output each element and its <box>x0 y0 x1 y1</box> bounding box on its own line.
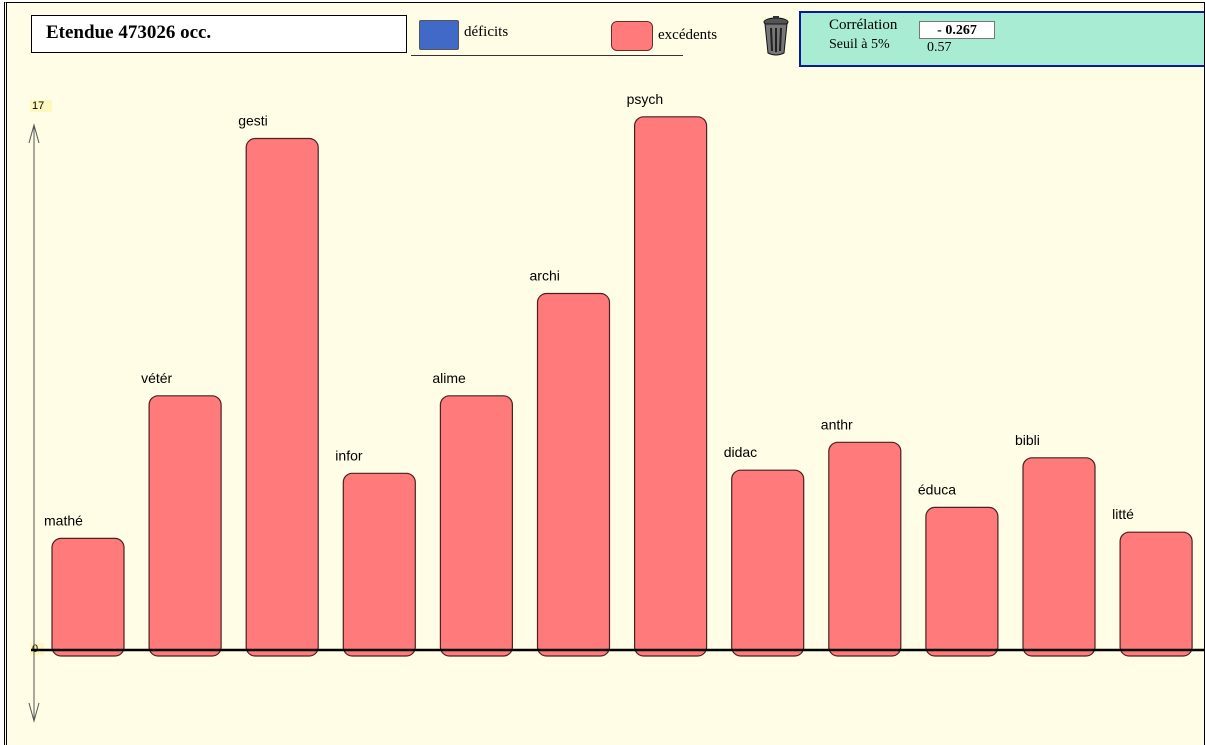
bar-label-10: bibli <box>1015 432 1040 448</box>
bar-chart: mathé vétér gesti infor alime archi psych didac… <box>28 91 1204 723</box>
page-title: Etendue 473026 occ. <box>46 22 212 43</box>
bar-label-7: didac <box>724 444 757 460</box>
threshold-label: Seuil à 5% <box>829 37 890 52</box>
bar-2 <box>245 137 319 657</box>
correlation-panel: Corrélation - 0.267 Seuil à 5% 0.57 <box>799 11 1204 67</box>
y-axis-top-label: 17 <box>30 100 53 112</box>
bar-0 <box>51 537 125 657</box>
bar-label-11: litté <box>1112 506 1134 522</box>
bar-11 <box>1119 531 1193 657</box>
y-axis-down-arrow <box>28 702 40 723</box>
bar-4 <box>439 395 513 657</box>
bar-7 <box>731 469 805 657</box>
bar-8 <box>828 441 902 657</box>
legend-excedent-swatch[interactable] <box>611 21 653 51</box>
correlation-value: - 0.267 <box>919 21 995 39</box>
chart-frame: Etendue 473026 occ. déficits excédents C… <box>4 2 1205 745</box>
bar-label-2: gesti <box>238 113 268 129</box>
bar-label-5: archi <box>530 268 560 284</box>
bar-10 <box>1022 457 1096 657</box>
bar-5 <box>536 292 611 657</box>
bar-6 <box>633 116 708 657</box>
bar-label-8: anthr <box>821 416 853 432</box>
legend-excedent-label: excédents <box>658 27 718 43</box>
y-axis-up-arrow <box>28 123 40 144</box>
bar-label-0: mathé <box>44 512 83 528</box>
legend-divider <box>411 55 683 56</box>
legend-deficit-swatch[interactable] <box>419 20 459 50</box>
legend-deficit-label: déficits <box>464 24 509 40</box>
title-box: Etendue 473026 occ. <box>31 15 407 53</box>
bar-label-3: infor <box>335 447 363 463</box>
trash-icon[interactable] <box>761 15 791 57</box>
bar-label-1: vétér <box>141 370 172 386</box>
correlation-label: Corrélation <box>829 17 898 33</box>
bar-3 <box>342 472 416 657</box>
bar-1 <box>148 395 222 657</box>
threshold-value: 0.57 <box>927 40 952 55</box>
bar-label-9: éduca <box>918 481 956 497</box>
bar-9 <box>925 506 999 657</box>
bar-label-4: alime <box>432 370 466 386</box>
bar-label-6: psych <box>627 91 664 107</box>
